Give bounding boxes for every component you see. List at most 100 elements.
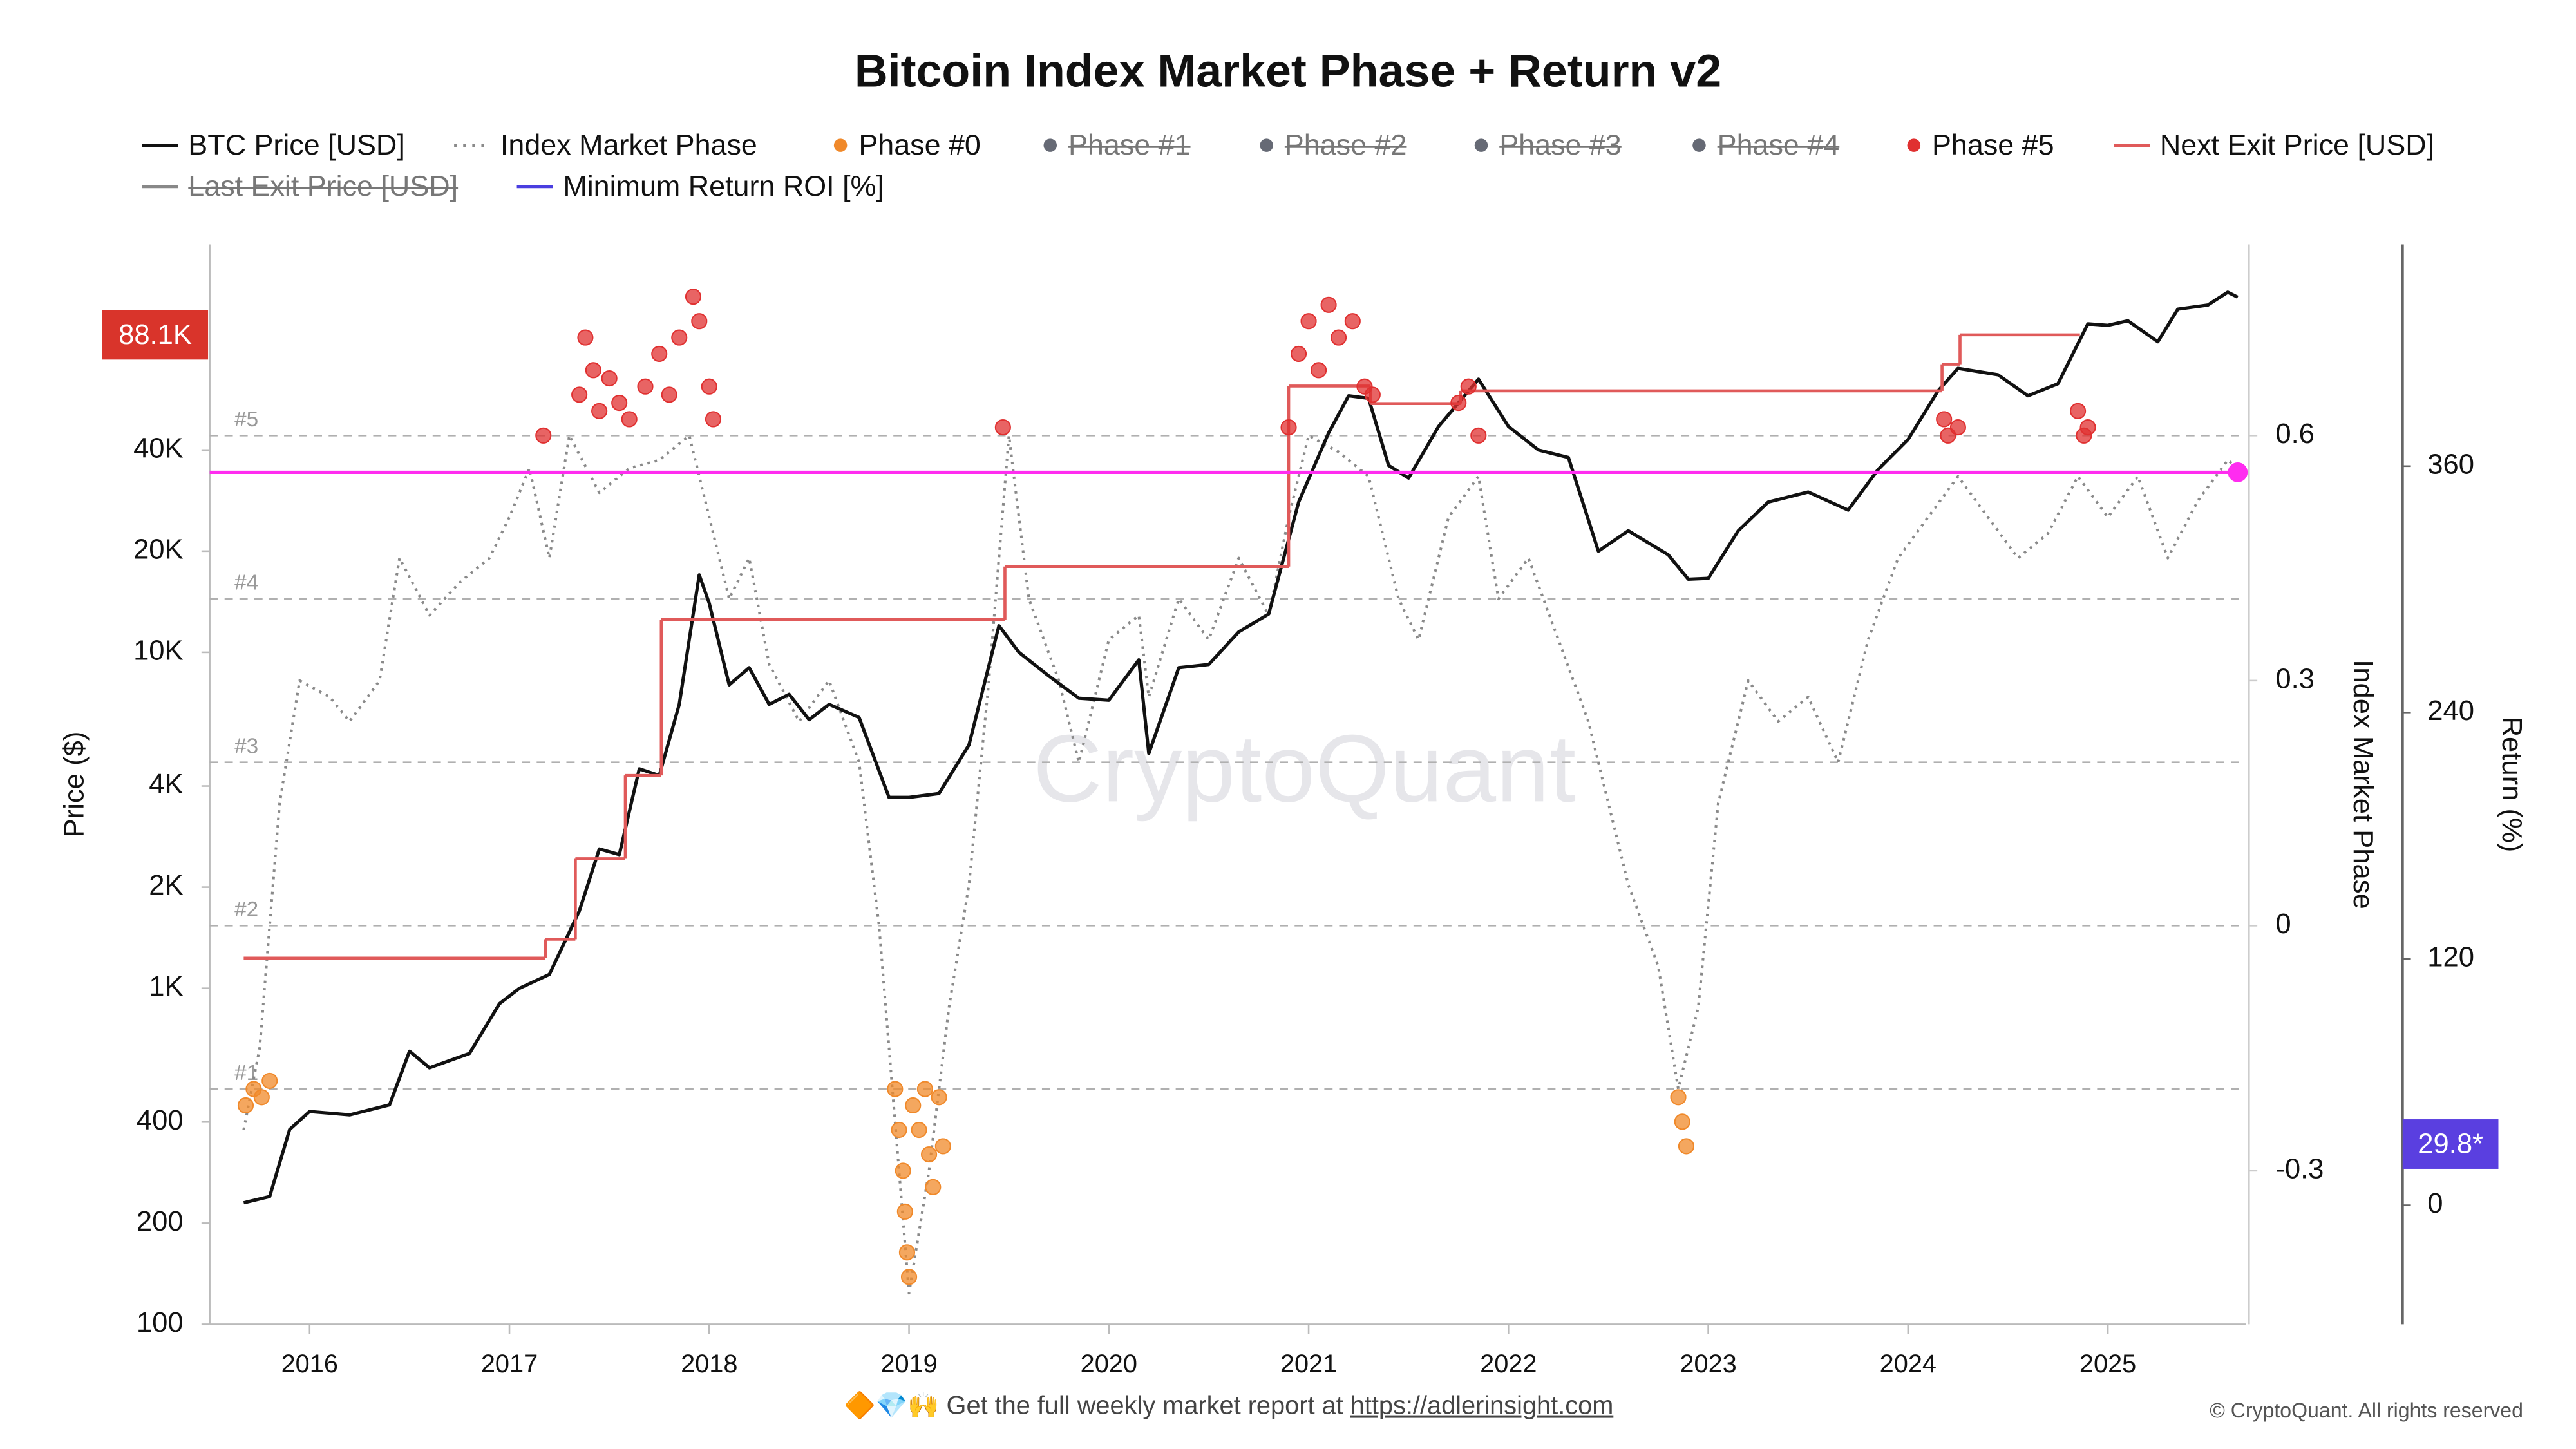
phase-point bbox=[691, 313, 708, 330]
phase-point bbox=[1300, 313, 1317, 330]
y3-tick-label: 0 bbox=[2427, 1188, 2443, 1219]
phase-point bbox=[2079, 419, 2096, 436]
series bbox=[237, 289, 2239, 1295]
phase-point bbox=[887, 1081, 904, 1097]
y-tick-label: 200 bbox=[137, 1206, 184, 1237]
phase-point bbox=[911, 1121, 927, 1139]
x-tick-label: 2020 bbox=[1081, 1350, 1137, 1378]
phase-point bbox=[1290, 345, 1307, 363]
x-tick-label: 2023 bbox=[1680, 1350, 1736, 1378]
legend-item[interactable]: BTC Price [USD] bbox=[142, 128, 405, 161]
phase-point bbox=[900, 1269, 918, 1285]
legend-label: BTC Price [USD] bbox=[188, 128, 405, 161]
y3-tick-label: 240 bbox=[2427, 696, 2474, 726]
legend-label: Phase #5 bbox=[1932, 128, 2054, 161]
y3-tick-label: 360 bbox=[2427, 449, 2474, 480]
phase-point bbox=[651, 345, 668, 363]
phase-point bbox=[535, 427, 552, 444]
legend-label: Phase #0 bbox=[858, 128, 981, 161]
legend-swatch bbox=[833, 138, 848, 152]
phase-point bbox=[1320, 296, 1337, 313]
y-tick-label: 1K bbox=[149, 971, 183, 1002]
phase-point bbox=[1364, 386, 1381, 403]
legend-label: Phase #2 bbox=[1285, 128, 1407, 161]
legend-label: Next Exit Price [USD] bbox=[2160, 128, 2434, 161]
x-tick-label: 2016 bbox=[281, 1350, 338, 1378]
footer-link[interactable]: https://adlerinsight.com bbox=[1350, 1391, 1614, 1419]
phase-point bbox=[1450, 395, 1467, 412]
legend-item[interactable]: Last Exit Price [USD] bbox=[142, 169, 459, 202]
legend-item[interactable]: Phase #0 bbox=[833, 128, 981, 161]
legend-swatch bbox=[1692, 138, 1706, 152]
legend-item[interactable]: Phase #2 bbox=[1260, 128, 1406, 161]
y2-tick-label: -0.3 bbox=[2275, 1153, 2324, 1184]
y3-tick-label: 120 bbox=[2427, 942, 2474, 972]
legend-label: Phase #4 bbox=[1718, 128, 1840, 161]
value-badge bbox=[102, 310, 209, 360]
x-tick-label: 2019 bbox=[880, 1350, 937, 1378]
phase-point bbox=[905, 1097, 922, 1114]
phase-point bbox=[931, 1089, 947, 1106]
phase-point bbox=[994, 419, 1011, 436]
phase-point bbox=[895, 1162, 911, 1179]
legend-item[interactable]: Index Market Phase bbox=[454, 128, 757, 161]
phase-point bbox=[898, 1244, 916, 1261]
phase-point bbox=[701, 378, 717, 395]
legend: BTC Price [USD] Index Market Phase Phase #… bbox=[142, 128, 2434, 202]
phase-point bbox=[591, 402, 608, 419]
copyright: © CryptoQuant. All rights reserved bbox=[2210, 1399, 2523, 1422]
scatter-group bbox=[535, 289, 2096, 444]
y-tick-label: 20K bbox=[133, 534, 184, 565]
phase-point bbox=[1678, 1138, 1695, 1155]
phase-point bbox=[661, 386, 677, 403]
x-tick-label: 2017 bbox=[481, 1350, 538, 1378]
phase-point bbox=[1949, 419, 1966, 436]
legend-item[interactable]: Phase #1 bbox=[1043, 128, 1191, 161]
phase-point bbox=[621, 411, 638, 428]
y2-tick-label: 0.3 bbox=[2275, 663, 2315, 694]
legend-item[interactable]: Minimum Return ROI [%] bbox=[516, 169, 884, 202]
y2-tick-label: 0.6 bbox=[2275, 419, 2315, 450]
legend-swatch bbox=[1043, 138, 1057, 152]
y-axis-title: Price ($) bbox=[59, 732, 90, 838]
y-tick-label: 2K bbox=[149, 870, 183, 901]
phase-point bbox=[934, 1138, 951, 1155]
legend-item[interactable]: Phase #4 bbox=[1692, 128, 1840, 161]
phase-level-label: #2 bbox=[234, 898, 258, 922]
legend-label: Phase #1 bbox=[1068, 128, 1191, 161]
phase-point bbox=[896, 1203, 913, 1220]
legend-label: Minimum Return ROI [%] bbox=[563, 169, 884, 202]
phase-point bbox=[1936, 411, 1953, 428]
legend-item[interactable]: Next Exit Price [USD] bbox=[2114, 128, 2434, 161]
value-badge-label: 88.1K bbox=[118, 319, 192, 350]
phase-point bbox=[637, 378, 654, 395]
phase-point bbox=[577, 329, 594, 346]
phase-point bbox=[261, 1072, 278, 1089]
phase-point bbox=[571, 386, 588, 403]
y2-tick-label: 0 bbox=[2275, 909, 2291, 940]
x-tick-label: 2024 bbox=[1880, 1350, 1937, 1378]
y-tick-label: 400 bbox=[137, 1105, 184, 1136]
value-badge bbox=[2402, 1119, 2499, 1169]
y-tick-label: 100 bbox=[137, 1307, 184, 1338]
phase-level-label: #5 bbox=[234, 408, 258, 431]
phase-point bbox=[1280, 419, 1297, 436]
phase-point bbox=[2069, 402, 2087, 419]
phase-point bbox=[1344, 313, 1361, 330]
y2-axis-title: Index Market Phase bbox=[2347, 659, 2378, 909]
x-tick-label: 2021 bbox=[1280, 1350, 1337, 1378]
legend-swatch bbox=[1474, 138, 1488, 152]
legend-item[interactable]: Phase #3 bbox=[1474, 128, 1622, 161]
phase-point bbox=[1670, 1089, 1687, 1106]
chart-title: Bitcoin Index Market Phase + Return v2 bbox=[855, 45, 1721, 97]
legend-swatch bbox=[1907, 138, 1921, 152]
phase-level-label: #4 bbox=[234, 571, 258, 595]
y-tick-label: 10K bbox=[133, 635, 184, 666]
y3-axis-title: Return (%) bbox=[2496, 717, 2527, 853]
current-phase-dot bbox=[2228, 462, 2248, 482]
phase-point bbox=[601, 370, 618, 387]
legend-item[interactable]: Phase #5 bbox=[1907, 128, 2054, 161]
